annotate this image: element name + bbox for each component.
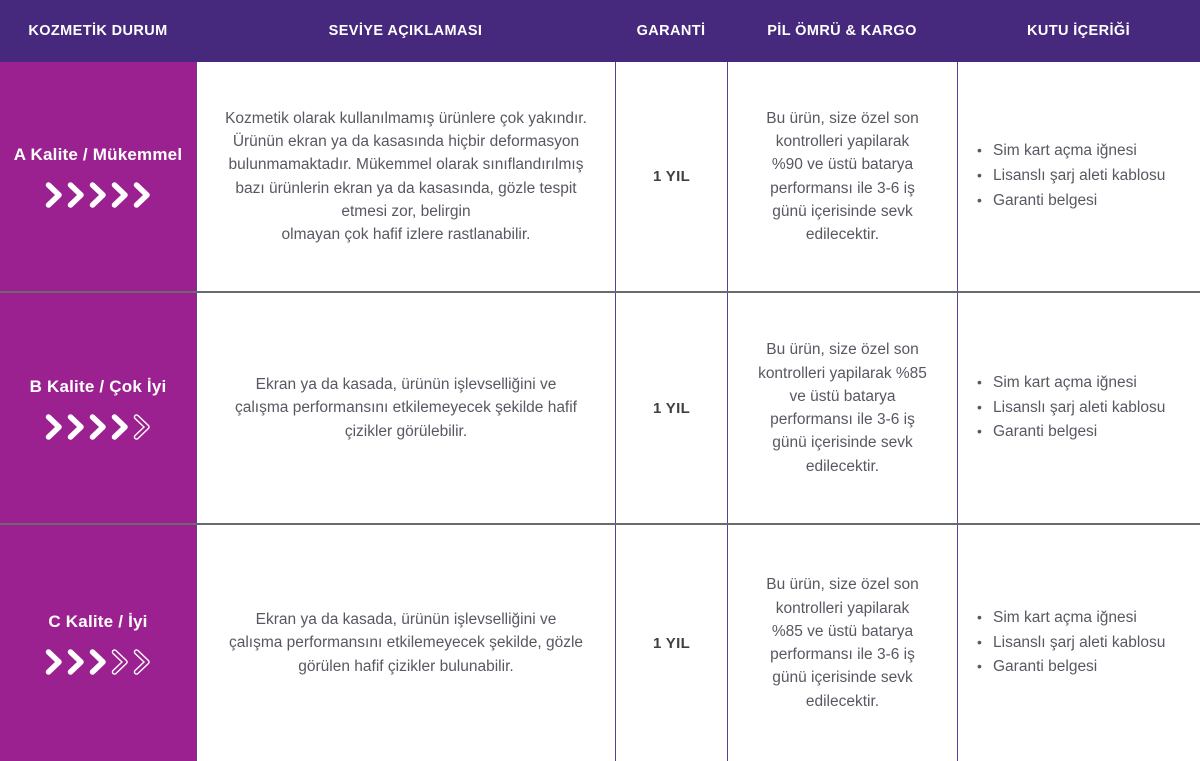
grade-label: A Kalite / Mükemmel [13, 145, 183, 164]
header-box-contents: KUTU İÇERİĞİ [1026, 23, 1131, 39]
description-text: Ekran ya da kasada, ürünün işlevselliğin… [234, 376, 577, 440]
battery-cargo-text: Bu ürün, size özel son kontrolleri yapil… [766, 109, 919, 243]
chevron-right-icon [133, 413, 150, 440]
chevron-right-icon [67, 182, 84, 208]
battery-cargo-text: Bu ürün, size özel son kontrolleri yapil… [766, 576, 919, 710]
chevron-right-icon [67, 648, 84, 675]
battery-cargo-cell: Bu ürün, size özel son kontrolleri yapil… [727, 62, 957, 291]
warranty-text: 1 YIL [652, 634, 691, 652]
chevron-right-icon [45, 182, 62, 208]
description-cell: Kozmetik olarak kullanılmamış ürünlere ç… [196, 62, 615, 291]
description-cell: Ekran ya da kasada, ürünün işlevselliğin… [196, 525, 615, 761]
battery-cargo-cell: Bu ürün, size özel son kontrolleri yapil… [727, 293, 957, 523]
list-item: Lisanslı şarj aleti kablosu [976, 164, 1165, 189]
grade-cell: A Kalite / Mükemmel [0, 62, 196, 291]
table-row-c-grade: C Kalite / İyi Ekran ya da kasada, ürünü… [0, 523, 1200, 761]
description-text: Kozmetik olarak kullanılmamış ürünlere ç… [225, 109, 587, 243]
table-header-row: KOZMETİK DURUM SEVİYE AÇIKLAMASI GARANTİ… [0, 0, 1200, 62]
warranty-cell: 1 YIL [615, 62, 727, 291]
grade-rating-chevrons [45, 413, 151, 440]
list-item: Sim kart açma iğnesi [976, 371, 1165, 396]
table-row-a-grade: A Kalite / Mükemmel Kozmetik olarak kull… [0, 62, 1200, 291]
list-item: Lisanslı şarj aleti kablosu [976, 396, 1165, 421]
box-contents-list: Sim kart açma iğnesi Lisanslı şarj aleti… [976, 606, 1165, 680]
box-contents-list: Sim kart açma iğnesi Lisanslı şarj aleti… [976, 371, 1165, 445]
grade-label: C Kalite / İyi [48, 611, 148, 631]
box-contents-cell: Sim kart açma iğnesi Lisanslı şarj aleti… [957, 293, 1200, 523]
table-row-b-grade: B Kalite / Çok İyi Ekran ya da kasada, ü… [0, 291, 1200, 523]
grade-cell: C Kalite / İyi [0, 525, 196, 761]
chevron-right-icon [111, 182, 128, 208]
list-item: Sim kart açma iğnesi [976, 606, 1165, 631]
grade-rating-chevrons [45, 648, 151, 675]
chevron-right-icon [45, 648, 62, 675]
grade-label: B Kalite / Çok İyi [29, 376, 167, 396]
list-item: Garanti belgesi [976, 655, 1165, 680]
chevron-right-icon [111, 413, 128, 440]
battery-cargo-text: Bu ürün, size özel son kontrolleri yapil… [758, 341, 927, 475]
box-contents-cell: Sim kart açma iğnesi Lisanslı şarj aleti… [957, 62, 1200, 291]
chevron-right-icon [45, 413, 62, 440]
header-warranty: GARANTİ [636, 23, 706, 39]
list-item: Garanti belgesi [976, 189, 1165, 214]
battery-cargo-cell: Bu ürün, size özel son kontrolleri yapil… [727, 525, 957, 761]
list-item: Sim kart açma iğnesi [976, 139, 1165, 164]
description-cell: Ekran ya da kasada, ürünün işlevselliğin… [196, 293, 615, 523]
chevron-right-icon [89, 413, 106, 440]
chevron-right-icon [111, 648, 128, 675]
box-contents-cell: Sim kart açma iğnesi Lisanslı şarj aleti… [957, 525, 1200, 761]
header-level-description: SEVİYE AÇIKLAMASI [328, 23, 483, 39]
description-text: Ekran ya da kasada, ürünün işlevselliğin… [228, 611, 584, 675]
chevron-right-icon [133, 182, 150, 208]
header-cosmetic-condition: KOZMETİK DURUM [28, 23, 168, 39]
warranty-text: 1 YIL [652, 168, 691, 185]
warranty-text: 1 YIL [652, 399, 691, 417]
header-battery-cargo: PİL ÖMRÜ & KARGO [767, 23, 917, 39]
list-item: Lisanslı şarj aleti kablosu [976, 631, 1165, 656]
list-item: Garanti belgesi [976, 420, 1165, 445]
box-contents-list: Sim kart açma iğnesi Lisanslı şarj aleti… [976, 139, 1165, 213]
chevron-right-icon [89, 648, 106, 675]
chevron-right-icon [89, 182, 106, 208]
grade-cell: B Kalite / Çok İyi [0, 293, 196, 523]
warranty-cell: 1 YIL [615, 525, 727, 761]
chevron-right-icon [67, 413, 84, 440]
warranty-cell: 1 YIL [615, 293, 727, 523]
chevron-right-icon [133, 648, 150, 675]
grade-rating-chevrons [45, 182, 151, 208]
